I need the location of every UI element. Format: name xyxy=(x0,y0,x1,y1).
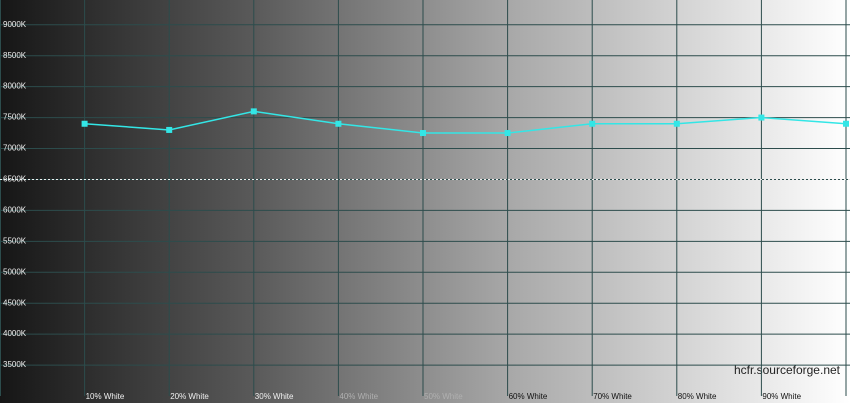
x-tick-label: 70% White xyxy=(593,392,632,401)
data-point xyxy=(673,120,680,127)
x-tick-label: 10% White xyxy=(86,392,125,401)
y-tick-label: 6500K xyxy=(3,175,27,184)
x-tick-label: 60% White xyxy=(509,392,548,401)
x-tick-label: 80% White xyxy=(678,392,717,401)
data-point xyxy=(420,130,426,137)
x-tick-label: 90% White xyxy=(762,392,801,401)
data-point xyxy=(166,126,173,133)
data-point xyxy=(589,120,596,127)
data-point xyxy=(81,120,88,127)
watermark: hcfr.sourceforge.net xyxy=(734,363,841,377)
data-point xyxy=(250,108,257,115)
y-tick-label: 5000K xyxy=(3,267,27,276)
y-tick-label: 7500K xyxy=(3,113,27,122)
y-tick-label: 3500K xyxy=(3,360,27,369)
data-point xyxy=(843,120,849,127)
y-tick-label: 5500K xyxy=(3,236,27,245)
y-tick-label: 8000K xyxy=(3,82,27,91)
x-tick-label: 20% White xyxy=(170,392,209,401)
x-tick-label: 40% White xyxy=(339,392,378,401)
series-line xyxy=(84,110,847,134)
x-tick-label: 50% White xyxy=(424,392,463,401)
y-tick-label: 7000K xyxy=(3,144,27,153)
y-tick-label: 8500K xyxy=(3,51,27,60)
y-tick-label: 4500K xyxy=(3,298,27,307)
data-point xyxy=(504,130,511,137)
y-tick-label: 6000K xyxy=(3,205,27,214)
data-point xyxy=(758,114,765,121)
y-tick-label: 4000K xyxy=(3,329,27,338)
y-tick-label: 9000K xyxy=(3,20,27,29)
data-point xyxy=(335,120,342,127)
x-tick-label: 30% White xyxy=(255,392,294,401)
